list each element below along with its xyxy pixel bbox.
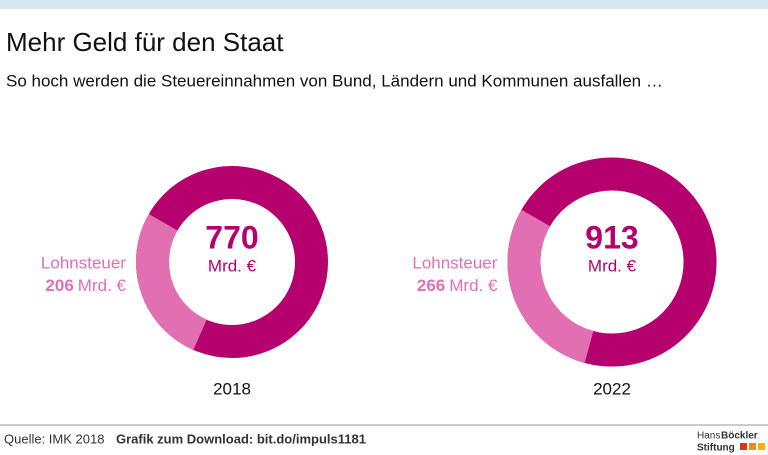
legend-label: Lohnsteuer: [412, 253, 497, 272]
value-unit: Mrd. €: [449, 276, 498, 295]
logo-text: Hans: [697, 431, 720, 442]
x-label: 2018: [213, 379, 251, 398]
download: Grafik zum Download: bit.do/impuls1181: [116, 431, 366, 446]
total-unit: Mrd. €: [588, 256, 637, 275]
donut-segment: [135, 213, 207, 350]
donut-segment: [507, 209, 594, 363]
total-unit: Mrd. €: [208, 256, 257, 275]
value-label: 266 Mrd. €: [417, 276, 498, 295]
value-number: 206: [45, 276, 73, 295]
value-number: 266: [417, 276, 445, 295]
logo-mark: [749, 443, 756, 450]
logo-mark: [740, 443, 747, 450]
top-band: [0, 0, 768, 9]
logo-text: Stiftung: [697, 443, 735, 454]
logo-mark: [758, 443, 765, 450]
legend-label: Lohnsteuer: [41, 253, 126, 272]
total-label: 770: [205, 219, 258, 255]
logo-text: Böckler: [721, 431, 758, 442]
title: Mehr Geld für den Staat: [6, 27, 284, 57]
subtitle: So hoch werden die Steuereinnahmen von B…: [6, 71, 663, 90]
total-label: 913: [585, 219, 638, 255]
x-label: 2022: [593, 379, 631, 398]
source: Quelle: IMK 2018: [4, 431, 104, 446]
value-label: 206 Mrd. €: [45, 276, 126, 295]
value-unit: Mrd. €: [78, 276, 127, 295]
